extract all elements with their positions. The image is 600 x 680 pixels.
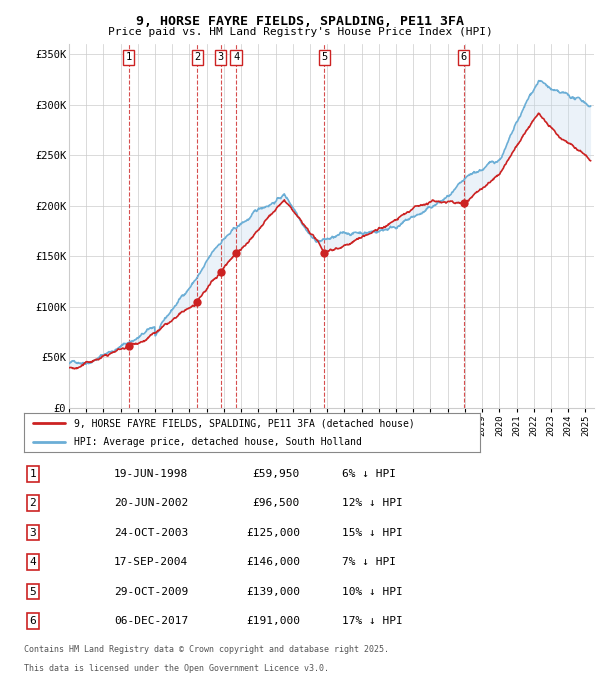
Text: 3: 3 [29, 528, 37, 538]
Text: 29-OCT-2009: 29-OCT-2009 [114, 587, 188, 596]
Text: 6: 6 [461, 52, 467, 63]
Text: 12% ↓ HPI: 12% ↓ HPI [342, 498, 403, 508]
Text: 5: 5 [321, 52, 328, 63]
Text: 9, HORSE FAYRE FIELDS, SPALDING, PE11 3FA (detached house): 9, HORSE FAYRE FIELDS, SPALDING, PE11 3F… [74, 418, 415, 428]
Text: £96,500: £96,500 [253, 498, 300, 508]
Text: 1: 1 [125, 52, 131, 63]
Text: 3: 3 [218, 52, 224, 63]
Text: 6% ↓ HPI: 6% ↓ HPI [342, 469, 396, 479]
Text: 4: 4 [29, 557, 37, 567]
Text: 19-JUN-1998: 19-JUN-1998 [114, 469, 188, 479]
Text: 4: 4 [233, 52, 239, 63]
Text: 9, HORSE FAYRE FIELDS, SPALDING, PE11 3FA: 9, HORSE FAYRE FIELDS, SPALDING, PE11 3F… [136, 15, 464, 28]
Text: £139,000: £139,000 [246, 587, 300, 596]
Text: 17-SEP-2004: 17-SEP-2004 [114, 557, 188, 567]
Text: £59,950: £59,950 [253, 469, 300, 479]
Text: £146,000: £146,000 [246, 557, 300, 567]
Text: 6: 6 [29, 616, 37, 626]
Text: Contains HM Land Registry data © Crown copyright and database right 2025.: Contains HM Land Registry data © Crown c… [24, 645, 389, 654]
Text: £125,000: £125,000 [246, 528, 300, 538]
Text: This data is licensed under the Open Government Licence v3.0.: This data is licensed under the Open Gov… [24, 664, 329, 673]
Text: 24-OCT-2003: 24-OCT-2003 [114, 528, 188, 538]
Text: 20-JUN-2002: 20-JUN-2002 [114, 498, 188, 508]
Text: 5: 5 [29, 587, 37, 596]
Text: 2: 2 [194, 52, 200, 63]
Text: 06-DEC-2017: 06-DEC-2017 [114, 616, 188, 626]
Text: 15% ↓ HPI: 15% ↓ HPI [342, 528, 403, 538]
Text: 17% ↓ HPI: 17% ↓ HPI [342, 616, 403, 626]
Text: 7% ↓ HPI: 7% ↓ HPI [342, 557, 396, 567]
Text: Price paid vs. HM Land Registry's House Price Index (HPI): Price paid vs. HM Land Registry's House … [107, 27, 493, 37]
Text: 2: 2 [29, 498, 37, 508]
Text: 1: 1 [29, 469, 37, 479]
Text: 10% ↓ HPI: 10% ↓ HPI [342, 587, 403, 596]
Text: £191,000: £191,000 [246, 616, 300, 626]
Text: HPI: Average price, detached house, South Holland: HPI: Average price, detached house, Sout… [74, 437, 362, 447]
